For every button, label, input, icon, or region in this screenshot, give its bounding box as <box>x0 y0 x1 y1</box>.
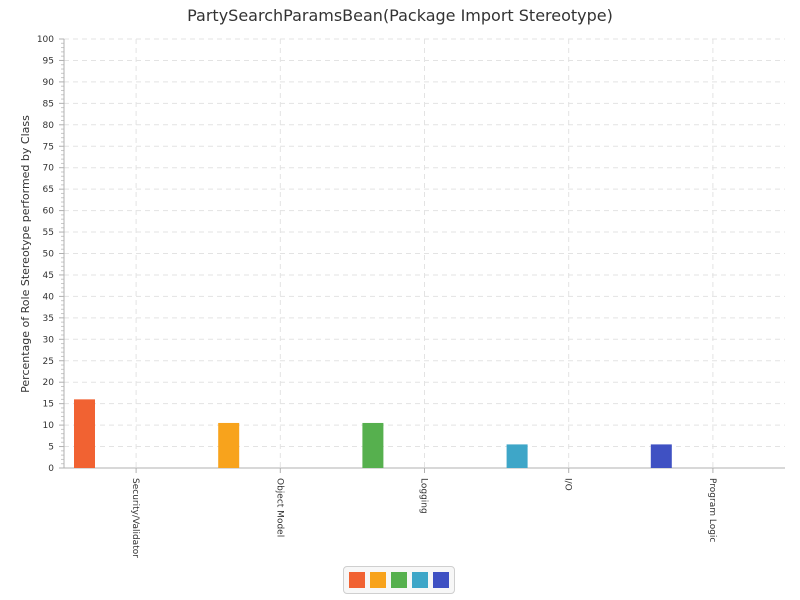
y-tick-label: 55 <box>43 228 54 238</box>
x-tick-label: I/O <box>563 478 573 491</box>
y-tick-label: 20 <box>43 378 55 388</box>
y-tick-label: 5 <box>48 443 54 453</box>
legend-swatch <box>370 572 386 588</box>
y-tick-label: 0 <box>48 464 54 474</box>
x-tick-label: Program Logic <box>707 478 717 542</box>
bar-logging <box>362 422 384 468</box>
y-tick-label: 95 <box>43 56 54 66</box>
x-tick-label: Object Model <box>274 478 284 537</box>
legend-swatch <box>433 572 449 588</box>
y-tick-label: 80 <box>43 121 55 131</box>
y-tick-label: 40 <box>43 292 55 302</box>
y-tick-label: 50 <box>43 250 55 260</box>
x-tick-label: Security/Validator <box>130 478 140 558</box>
y-tick-label: 100 <box>37 35 54 45</box>
bar-i-o <box>506 444 528 468</box>
legend-swatch <box>412 572 428 588</box>
y-tick-label: 25 <box>43 357 54 367</box>
y-tick-label: 60 <box>43 207 55 217</box>
y-tick-label: 45 <box>43 271 54 281</box>
y-tick-label: 10 <box>43 421 55 431</box>
bar-layer <box>74 399 672 468</box>
y-tick-label: 30 <box>43 335 55 345</box>
axis-layer <box>59 38 785 473</box>
y-axis-label: Percentage of Role Stereotype performed … <box>19 115 32 393</box>
y-tick-label: 90 <box>43 78 55 88</box>
y-tick-label: 75 <box>43 142 54 152</box>
legend-swatch <box>391 572 407 588</box>
grid-layer <box>64 38 785 468</box>
y-tick-label: 35 <box>43 314 54 324</box>
y-tick-label: 85 <box>43 99 54 109</box>
x-tick-label: Logging <box>419 478 429 514</box>
bar-security-validator <box>74 399 95 468</box>
y-tick-label: 15 <box>43 400 54 410</box>
bar-object-model <box>218 422 240 468</box>
y-tick-label: 65 <box>43 185 54 195</box>
legend <box>343 566 455 594</box>
label-layer: 0 5 10 15 20 25 30 35 40 45 50 55 60 65 70 75 80 85 90 95 10… <box>37 35 717 558</box>
bar-program-logic <box>650 444 672 468</box>
chart-title: PartySearchParamsBean(Package Import Ste… <box>187 6 613 25</box>
legend-swatch <box>349 572 365 588</box>
y-tick-label: 70 <box>43 164 55 174</box>
